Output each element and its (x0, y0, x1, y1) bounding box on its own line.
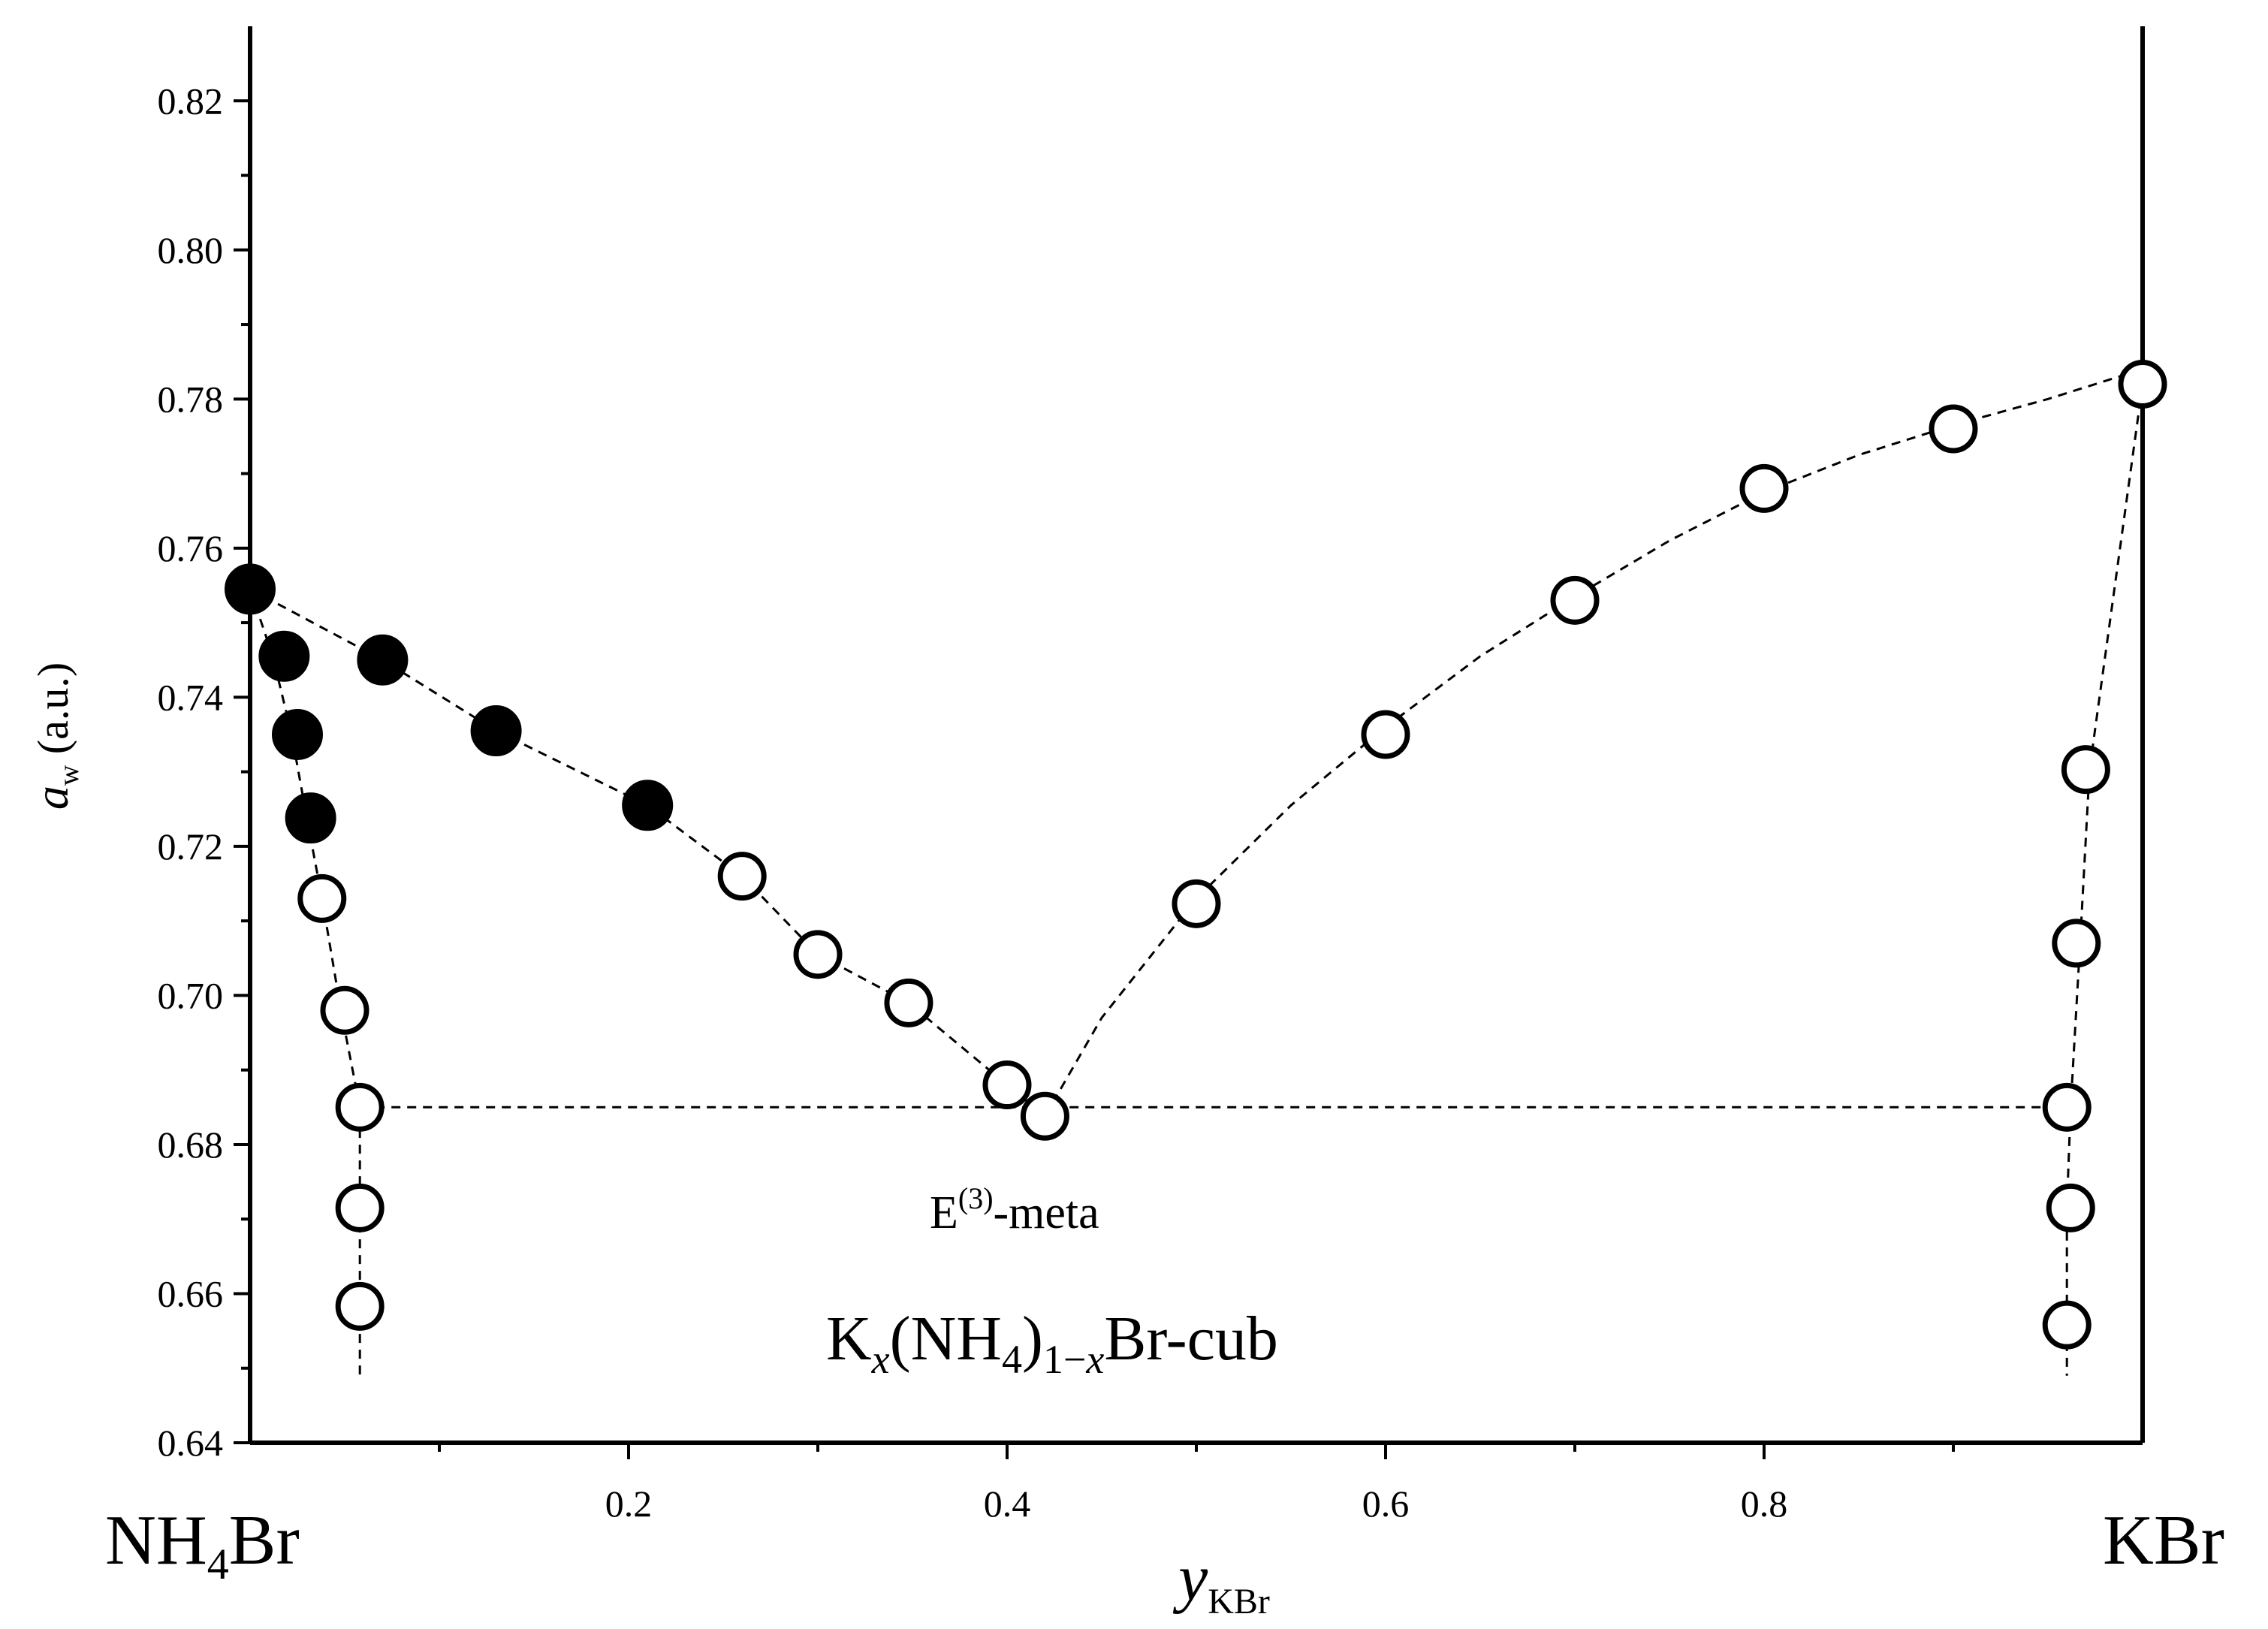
y-tick-label: 0.80 (158, 229, 224, 271)
open-data-point (2042, 1300, 2092, 1350)
open-data-point (1550, 575, 1600, 625)
open-data-point (982, 1060, 1032, 1110)
open-data-point (884, 978, 933, 1027)
phase-label: Kx(NH4)1−xBr-cub (826, 1304, 1278, 1382)
x-axis-title: yKBr (1172, 1542, 1270, 1621)
data-points (225, 359, 2167, 1350)
ticks (234, 99, 1955, 1459)
y-tick-label: 0.74 (158, 676, 224, 718)
y-tick-label: 0.72 (158, 825, 224, 867)
guide-lines (249, 368, 2144, 1376)
x-tick-label: 0.8 (1741, 1483, 1788, 1525)
open-data-point (320, 985, 369, 1035)
x-tick-label: 0.4 (984, 1483, 1031, 1525)
guide-line-kbr-saturation-curve (1044, 368, 2143, 1117)
open-data-point (335, 1183, 385, 1232)
open-data-point (2042, 1082, 2092, 1132)
open-data-point (793, 930, 843, 979)
open-data-point (1172, 879, 1221, 928)
y-tick-label: 0.66 (158, 1272, 224, 1314)
open-data-point (1929, 404, 1978, 454)
filled-data-point (285, 792, 336, 844)
filled-data-point (622, 780, 674, 831)
endpoint-label-nh4br: NH4Br (105, 1501, 300, 1588)
guide-line-kbr-solubility-branch (2065, 384, 2144, 1376)
eutonic-label: E(3)-meta (930, 1181, 1099, 1238)
filled-data-point (225, 563, 276, 615)
open-data-point (335, 1082, 385, 1132)
endpoint-label-kbr: KBr (2103, 1501, 2224, 1579)
open-data-point (335, 1281, 385, 1331)
y-tick-label: 0.64 (158, 1422, 224, 1464)
y-tick-label: 0.76 (158, 527, 224, 569)
open-data-point (2118, 359, 2167, 409)
y-axis-title: aw (a.u.) (25, 662, 85, 810)
guide-line-nh4br-solubility-branch (249, 588, 361, 1376)
open-data-point (297, 873, 347, 923)
open-data-point (1739, 463, 1789, 513)
x-tick-label: 0.6 (1362, 1483, 1410, 1525)
axes (248, 26, 2145, 1445)
open-data-point (717, 852, 767, 901)
filled-data-point (258, 630, 310, 682)
y-tick-label: 0.68 (158, 1124, 224, 1166)
open-data-point (2046, 1183, 2095, 1232)
open-data-point (1020, 1091, 1069, 1141)
y-tick-label: 0.82 (158, 80, 224, 122)
x-tick-label: 0.2 (605, 1483, 653, 1525)
filled-data-point (272, 709, 323, 760)
y-tick-label: 0.78 (158, 378, 224, 420)
open-data-point (2052, 919, 2101, 968)
filled-data-point (357, 634, 409, 686)
tick-labels: 0.64 0.66 0.68 0.70 0.72 0.74 0.76 0.78 0.80 0.82… (158, 80, 1788, 1525)
open-data-point (1361, 710, 1410, 759)
open-data-point (2061, 745, 2110, 795)
filled-data-point (470, 705, 522, 757)
y-tick-label: 0.70 (158, 974, 224, 1016)
